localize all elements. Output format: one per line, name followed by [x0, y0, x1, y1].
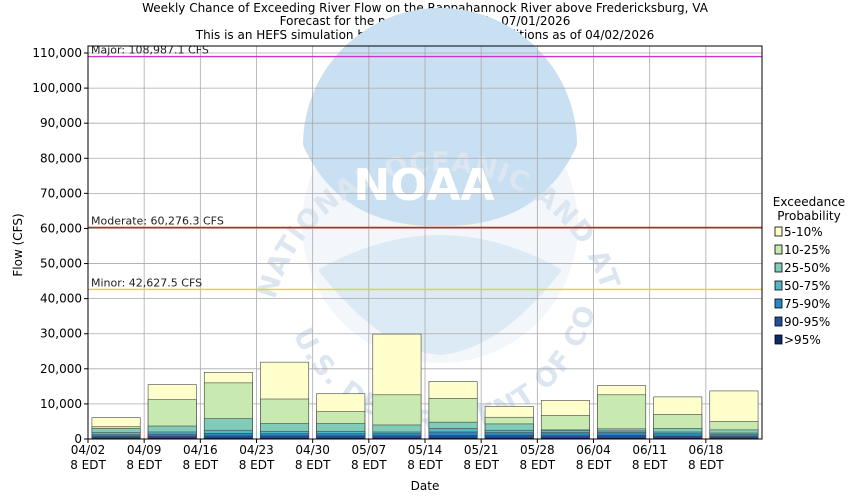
x-tick-sublabel: 8 EDT — [351, 458, 387, 472]
legend-label: 10-25% — [784, 243, 830, 257]
legend-label: 90-95% — [784, 315, 830, 329]
noaa-bird-icon — [318, 235, 562, 355]
x-tick-sublabel: 8 EDT — [407, 458, 443, 472]
x-tick-sublabel: 8 EDT — [576, 458, 612, 472]
y-tick-label: 90,000 — [40, 116, 82, 130]
threshold-label: Minor: 42,627.5 CFS — [91, 276, 202, 289]
legend-swatch — [774, 298, 783, 309]
y-tick-label: 60,000 — [40, 221, 82, 235]
x-tick-label: 06/04 — [576, 443, 611, 457]
y-axis: 0 10,000 20,000 30,000 40,000 50,000 60,000 70,… — [32, 46, 88, 446]
x-tick-sublabel: 8 EDT — [183, 458, 219, 472]
legend-label: 5-10% — [784, 225, 823, 239]
y-tick-label: 40,000 — [40, 292, 82, 306]
y-tick-label: 70,000 — [40, 186, 82, 200]
legend-swatch — [774, 280, 783, 291]
legend-title: Exceedance — [773, 195, 845, 209]
legend-label: 50-75% — [784, 279, 830, 293]
x-tick-label: 04/02 — [71, 443, 106, 457]
threshold-label: Major: 108,987.1 CFS — [91, 44, 209, 57]
y-tick-label: 100,000 — [32, 81, 82, 95]
grid-lines — [88, 46, 762, 439]
legend-swatch — [774, 316, 783, 327]
x-tick-sublabel: 8 EDT — [126, 458, 162, 472]
threshold-label: Moderate: 60,276.3 CFS — [91, 214, 224, 227]
chart-title-line-1: Weekly Chance of Exceeding River Flow on… — [142, 1, 709, 15]
y-tick-label: 50,000 — [40, 257, 82, 271]
x-tick-label: 05/21 — [464, 443, 499, 457]
y-tick-label: 10,000 — [40, 397, 82, 411]
x-tick-sublabel: 8 EDT — [520, 458, 556, 472]
legend-label: 25-50% — [784, 261, 830, 275]
bars — [91, 333, 759, 440]
y-tick-label: 20,000 — [40, 362, 82, 376]
y-tick-label: 0 — [74, 432, 82, 446]
legend-swatch — [774, 244, 783, 255]
x-tick-sublabel: 8 EDT — [70, 458, 106, 472]
x-tick-sublabel: 8 EDT — [239, 458, 275, 472]
legend-swatch — [774, 334, 783, 345]
noaa-logo-icon — [303, 8, 577, 227]
x-tick-label: 06/11 — [632, 443, 667, 457]
legend-label: >95% — [784, 333, 821, 347]
watermark-logo-text: NOAA — [353, 160, 494, 211]
x-tick-sublabel: 8 EDT — [463, 458, 499, 472]
x-tick-label: 05/14 — [408, 443, 443, 457]
x-axis-title: Date — [411, 479, 440, 493]
x-tick-sublabel: 8 EDT — [632, 458, 668, 472]
y-tick-label: 110,000 — [32, 46, 82, 60]
legend-label: 75-90% — [784, 297, 830, 311]
x-tick-label: 04/30 — [295, 443, 330, 457]
x-tick-label: 04/23 — [239, 443, 274, 457]
x-tick-label: 06/18 — [689, 443, 724, 457]
x-tick-label: 04/16 — [183, 443, 218, 457]
x-tick-sublabel: 8 EDT — [295, 458, 331, 472]
x-tick-sublabel: 8 EDT — [688, 458, 724, 472]
x-tick-label: 04/09 — [127, 443, 162, 457]
y-axis-title: Flow (CFS) — [11, 213, 25, 276]
y-tick-label: 80,000 — [40, 151, 82, 165]
legend-title: Probability — [777, 209, 840, 223]
threshold-lines: Major: 108,987.1 CFS Moderate: 60,276.3 C… — [88, 44, 762, 291]
legend-swatch — [774, 262, 783, 273]
legend-swatch — [774, 226, 783, 237]
y-tick-label: 30,000 — [40, 327, 82, 341]
x-tick-label: 05/28 — [520, 443, 555, 457]
x-tick-label: 05/07 — [352, 443, 387, 457]
